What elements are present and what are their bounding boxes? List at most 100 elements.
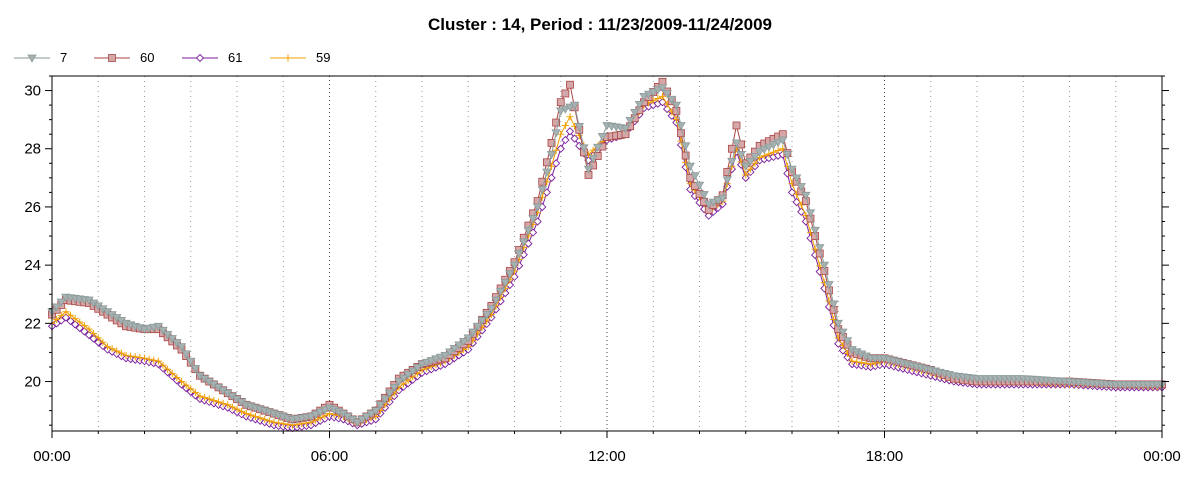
data-point <box>159 361 167 369</box>
data-point <box>66 316 75 326</box>
data-point <box>172 339 182 348</box>
data-point <box>122 351 130 359</box>
legend-item-7: 7 <box>14 50 67 65</box>
data-point <box>657 84 668 93</box>
data-point <box>458 337 469 347</box>
data-point <box>694 181 705 190</box>
data-point <box>380 395 390 404</box>
data-point <box>153 322 164 332</box>
data-point <box>320 406 330 415</box>
legend-item-60: 60 <box>94 50 154 65</box>
data-point <box>659 92 666 100</box>
series-7 <box>47 84 1167 428</box>
data-point <box>173 373 181 381</box>
data-point <box>838 328 848 337</box>
data-point <box>782 151 793 160</box>
x-tick-label: 00:00 <box>33 448 71 465</box>
data-point <box>773 138 783 148</box>
x-tick-label: 18:00 <box>866 448 904 465</box>
data-point <box>682 158 690 166</box>
legend-marker <box>195 53 205 63</box>
data-point <box>853 358 861 366</box>
data-point <box>445 348 455 357</box>
data-point <box>768 141 779 150</box>
data-point <box>167 335 177 344</box>
y-tick-label: 28 <box>24 141 41 158</box>
data-point <box>561 89 570 98</box>
legend-label: 7 <box>60 50 67 65</box>
data-point <box>51 303 62 312</box>
data-point <box>94 338 103 347</box>
data-point <box>791 174 802 183</box>
data-point <box>306 413 316 422</box>
data-point <box>196 392 204 400</box>
data-point <box>538 177 547 186</box>
data-point <box>551 159 561 168</box>
data-point <box>90 330 98 338</box>
data-point <box>556 98 565 107</box>
data-point <box>477 317 487 326</box>
data-point <box>857 359 865 367</box>
data-point <box>117 349 125 357</box>
data-point <box>352 418 362 428</box>
data-point <box>417 360 427 369</box>
y-tick-label: 22 <box>24 315 41 332</box>
data-point <box>158 326 168 336</box>
legend-marker <box>284 54 292 62</box>
data-point <box>552 118 561 127</box>
data-point <box>403 371 413 380</box>
data-point <box>80 327 89 336</box>
data-point <box>394 378 404 387</box>
legend-label: 59 <box>316 50 330 65</box>
data-point <box>389 383 399 393</box>
data-point <box>500 279 510 288</box>
data-point <box>505 270 515 279</box>
y-tick-label: 26 <box>24 199 41 216</box>
x-tick-label: 00:00 <box>1143 448 1181 465</box>
data-point <box>533 217 542 226</box>
data-point <box>625 116 635 126</box>
data-point <box>454 341 464 350</box>
data-point <box>542 188 552 197</box>
data-point <box>774 146 782 154</box>
data-point <box>588 154 598 164</box>
data-point <box>557 130 565 138</box>
data-point <box>463 334 473 343</box>
data-point <box>99 338 107 346</box>
data-point <box>547 173 556 182</box>
data-point <box>565 103 575 112</box>
data-point <box>778 136 788 145</box>
data-point <box>653 86 663 95</box>
data-point <box>754 148 765 157</box>
data-point <box>680 142 691 151</box>
data-point <box>528 215 538 224</box>
data-point <box>523 226 534 236</box>
data-point <box>561 121 569 129</box>
data-point <box>542 158 551 167</box>
data-point <box>677 137 685 145</box>
data-point <box>412 364 423 373</box>
data-point <box>228 403 236 411</box>
data-point <box>224 401 232 409</box>
data-point <box>426 357 436 366</box>
data-point <box>247 411 255 419</box>
data-point <box>53 315 61 323</box>
data-point <box>233 405 241 413</box>
data-point <box>279 420 287 428</box>
data-point <box>256 414 264 422</box>
data-point <box>435 353 446 362</box>
data-point <box>643 90 654 99</box>
data-point <box>486 305 497 314</box>
data-point <box>176 343 187 352</box>
data-point <box>131 353 139 361</box>
data-point <box>421 358 432 368</box>
data-point <box>736 151 746 160</box>
data-point <box>265 417 273 425</box>
data-point <box>270 418 278 426</box>
data-point <box>154 357 162 365</box>
data-point <box>560 105 571 114</box>
data-point <box>727 157 737 167</box>
data-point <box>113 347 121 355</box>
data-point <box>685 162 695 172</box>
